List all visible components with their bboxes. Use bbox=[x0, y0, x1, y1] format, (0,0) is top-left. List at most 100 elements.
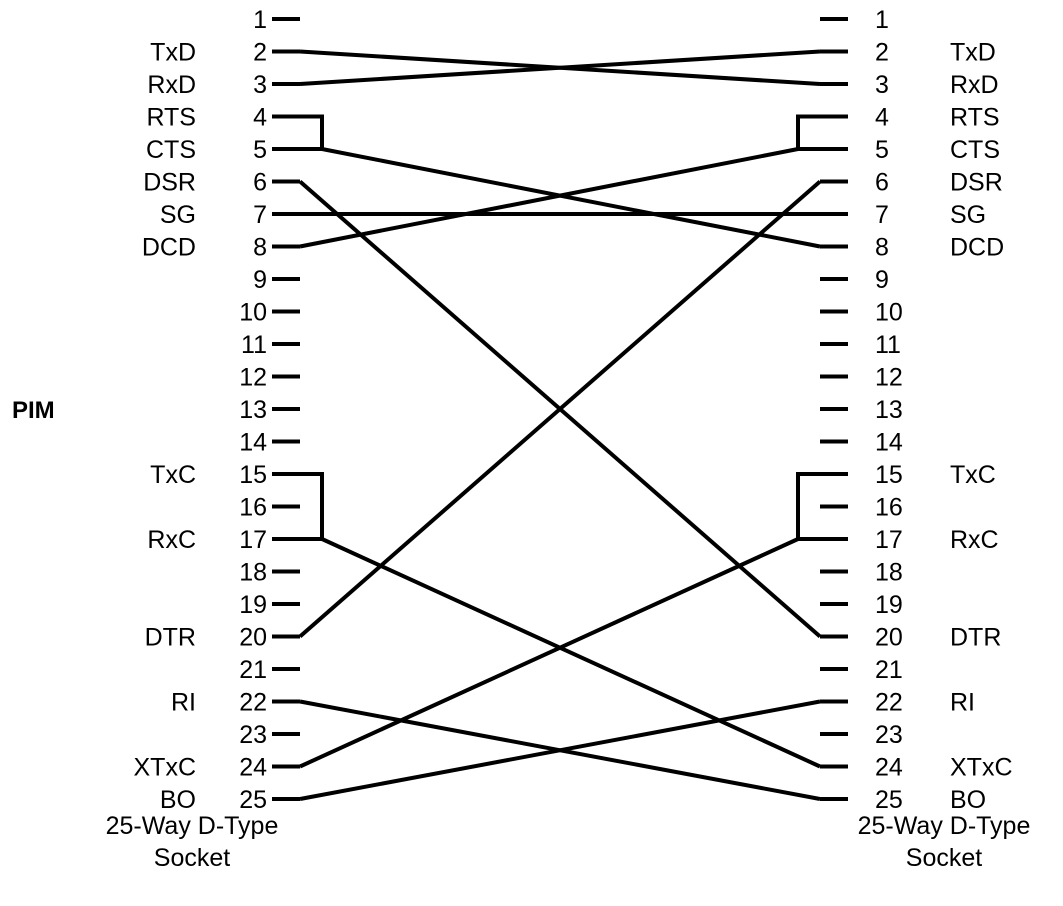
left-pin-number: 2 bbox=[253, 39, 267, 67]
left-signal-label: CTS bbox=[146, 136, 196, 164]
left-signal-label: BO bbox=[160, 786, 196, 814]
left-signal-label: RxC bbox=[147, 526, 196, 554]
right-signal-label: RI bbox=[950, 689, 975, 717]
crossover-wires bbox=[298, 49, 822, 801]
left-signal-label: RxD bbox=[147, 71, 196, 99]
left-caption-line-2: Socket bbox=[154, 844, 230, 872]
right-pin-number: 8 bbox=[875, 234, 889, 262]
left-signal-label: TxD bbox=[150, 39, 196, 67]
right-pin-number: 22 bbox=[875, 689, 903, 717]
right-pin-number: 19 bbox=[875, 591, 903, 619]
left-loopback-bridge bbox=[300, 114, 324, 151]
right-pin-number: 13 bbox=[875, 396, 903, 424]
left-pin-number: 8 bbox=[253, 234, 267, 262]
right-pin-number: 5 bbox=[875, 136, 889, 164]
left-signal-labels: TxD RxD RTS CTS DSR SG DCD TxC RxC DTR RI XTxC BO bbox=[134, 39, 197, 815]
left-pin-number: 19 bbox=[239, 591, 267, 619]
right-signal-label: DTR bbox=[950, 624, 1001, 652]
left-pin-number: 18 bbox=[239, 559, 267, 587]
left-pin-number: 12 bbox=[239, 364, 267, 392]
right-loopback-bridge bbox=[796, 114, 820, 151]
left-signal-label: TxC bbox=[150, 461, 196, 489]
right-signal-label: RxC bbox=[950, 526, 999, 554]
right-pin-number: 12 bbox=[875, 364, 903, 392]
right-signal-label: XTxC bbox=[950, 754, 1013, 782]
right-pin-number: 2 bbox=[875, 39, 889, 67]
right-signal-label: TxC bbox=[950, 461, 996, 489]
left-pin-number: 14 bbox=[239, 429, 267, 457]
wire-connection bbox=[321, 537, 821, 769]
left-pin-stubs bbox=[272, 17, 300, 801]
pim-label: PIM bbox=[12, 397, 55, 424]
right-loopback-bridge bbox=[796, 472, 820, 541]
left-signal-label: SG bbox=[160, 201, 196, 229]
left-pin-number: 7 bbox=[253, 201, 267, 229]
right-pin-number: 1 bbox=[875, 6, 889, 34]
left-pin-number: 13 bbox=[239, 396, 267, 424]
wire-connection bbox=[298, 179, 822, 639]
left-pin-number: 3 bbox=[253, 71, 267, 99]
left-pin-number: 24 bbox=[239, 754, 267, 782]
right-signal-label: BO bbox=[950, 786, 986, 814]
left-signal-label: XTxC bbox=[134, 754, 197, 782]
left-signal-label: DTR bbox=[145, 624, 196, 652]
left-signal-label: RI bbox=[171, 689, 196, 717]
right-pin-number: 17 bbox=[875, 526, 903, 554]
left-pin-number: 21 bbox=[239, 656, 267, 684]
left-signal-label: DSR bbox=[143, 169, 196, 197]
left-loopback-bridge bbox=[300, 472, 324, 541]
right-pin-number: 18 bbox=[875, 559, 903, 587]
right-pin-stubs bbox=[820, 17, 848, 801]
left-signal-label: DCD bbox=[142, 234, 196, 262]
wire-connection bbox=[299, 49, 821, 86]
right-pin-number: 7 bbox=[875, 201, 889, 229]
wire-connection bbox=[321, 147, 821, 249]
right-pin-number: 23 bbox=[875, 721, 903, 749]
right-pin-number: 15 bbox=[875, 461, 903, 489]
left-pin-number: 16 bbox=[239, 494, 267, 522]
right-pin-number: 6 bbox=[875, 169, 889, 197]
wire-connection bbox=[299, 699, 821, 801]
right-pin-number: 21 bbox=[875, 656, 903, 684]
left-pin-number: 17 bbox=[239, 526, 267, 554]
right-signal-label: DSR bbox=[950, 169, 1003, 197]
right-signal-label: TxD bbox=[950, 39, 996, 67]
right-signal-label: RTS bbox=[950, 104, 1000, 132]
right-pin-number: 9 bbox=[875, 266, 889, 294]
left-pin-number: 25 bbox=[239, 786, 267, 814]
right-signal-labels: TxD RxD RTS CTS DSR SG DCD TxC RxC DTR RI XTxC BO bbox=[950, 39, 1013, 815]
left-pin-numbers: 1234567891011121314151617181920212223242… bbox=[239, 6, 267, 814]
right-pin-number: 20 bbox=[875, 624, 903, 652]
right-caption-line-1: 25-Way D-Type bbox=[858, 812, 1031, 840]
wire-connection bbox=[299, 537, 799, 769]
right-pin-number: 24 bbox=[875, 754, 903, 782]
left-pin-number: 10 bbox=[239, 299, 267, 327]
right-pin-number: 10 bbox=[875, 299, 903, 327]
right-pin-number: 4 bbox=[875, 104, 889, 132]
left-pin-number: 20 bbox=[239, 624, 267, 652]
right-pin-numbers: 1234567891011121314151617181920212223242… bbox=[875, 6, 903, 814]
right-pin-number: 14 bbox=[875, 429, 903, 457]
right-pin-number: 25 bbox=[875, 786, 903, 814]
right-pin-number: 3 bbox=[875, 71, 889, 99]
left-pin-number: 6 bbox=[253, 169, 267, 197]
right-pin-number: 11 bbox=[875, 331, 901, 359]
left-pin-number: 15 bbox=[239, 461, 267, 489]
left-caption-line-1: 25-Way D-Type bbox=[106, 812, 279, 840]
left-pin-number: 5 bbox=[253, 136, 267, 164]
left-pin-number: 23 bbox=[239, 721, 267, 749]
right-signal-label: RxD bbox=[950, 71, 999, 99]
wire-connection bbox=[299, 147, 799, 249]
right-pin-number: 16 bbox=[875, 494, 903, 522]
left-pin-number: 4 bbox=[253, 104, 267, 132]
left-pin-number: 22 bbox=[239, 689, 267, 717]
left-pin-number: 9 bbox=[253, 266, 267, 294]
right-signal-label: DCD bbox=[950, 234, 1004, 262]
right-signal-label: SG bbox=[950, 201, 986, 229]
left-pin-number: 1 bbox=[253, 6, 267, 34]
right-caption-line-2: Socket bbox=[906, 844, 982, 872]
left-pin-number: 11 bbox=[241, 331, 267, 359]
right-signal-label: CTS bbox=[950, 136, 1000, 164]
left-signal-label: RTS bbox=[146, 104, 196, 132]
